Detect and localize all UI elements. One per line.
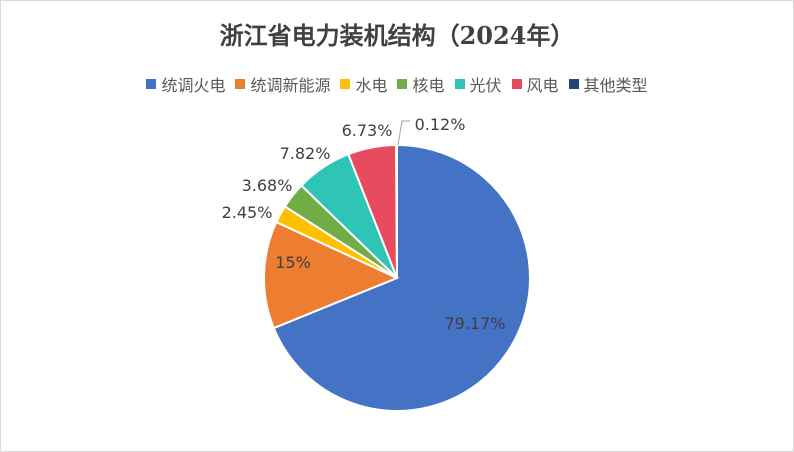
legend-swatch [235, 79, 246, 89]
legend-item: 统调火电 [146, 72, 225, 96]
legend-label: 核电 [412, 76, 445, 95]
legend-item: 核电 [397, 72, 445, 96]
legend-item: 风电 [511, 72, 559, 96]
legend-swatch [568, 79, 579, 89]
data-label: 3.68% [242, 176, 293, 195]
legend-label: 其他类型 [583, 76, 648, 95]
legend-swatch [146, 79, 157, 89]
legend-label: 水电 [355, 76, 388, 95]
data-label: 15% [275, 253, 311, 272]
pie-slice [263, 220, 400, 330]
chart-title: 浙江省电力装机结构（2024年） [219, 21, 575, 50]
data-label: 7.82% [280, 144, 331, 163]
pie-slice [395, 143, 398, 279]
legend-swatch [511, 79, 522, 89]
legend-item: 光伏 [454, 72, 502, 96]
data-label: 0.12% [415, 115, 466, 134]
legend-label: 统调新能源 [250, 76, 331, 95]
data-label: 6.73% [342, 121, 393, 140]
data-label: 79.17% [444, 314, 505, 333]
leader-line [397, 120, 410, 146]
legend-label: 风电 [526, 76, 559, 95]
data-label: 2.45% [222, 203, 273, 222]
legend-item: 水电 [340, 72, 387, 96]
legend-label: 统调火电 [161, 76, 226, 95]
legend-swatch [454, 79, 465, 89]
legend: 统调火电 统调新能源 水电 核电 光伏 风电 其他类型 [0, 72, 794, 96]
legend-item: 其他类型 [568, 72, 648, 96]
legend-swatch [340, 79, 351, 89]
pie-slice [272, 143, 531, 412]
legend-swatch [397, 79, 408, 89]
legend-item: 统调新能源 [235, 72, 330, 96]
legend-label: 光伏 [469, 76, 502, 95]
